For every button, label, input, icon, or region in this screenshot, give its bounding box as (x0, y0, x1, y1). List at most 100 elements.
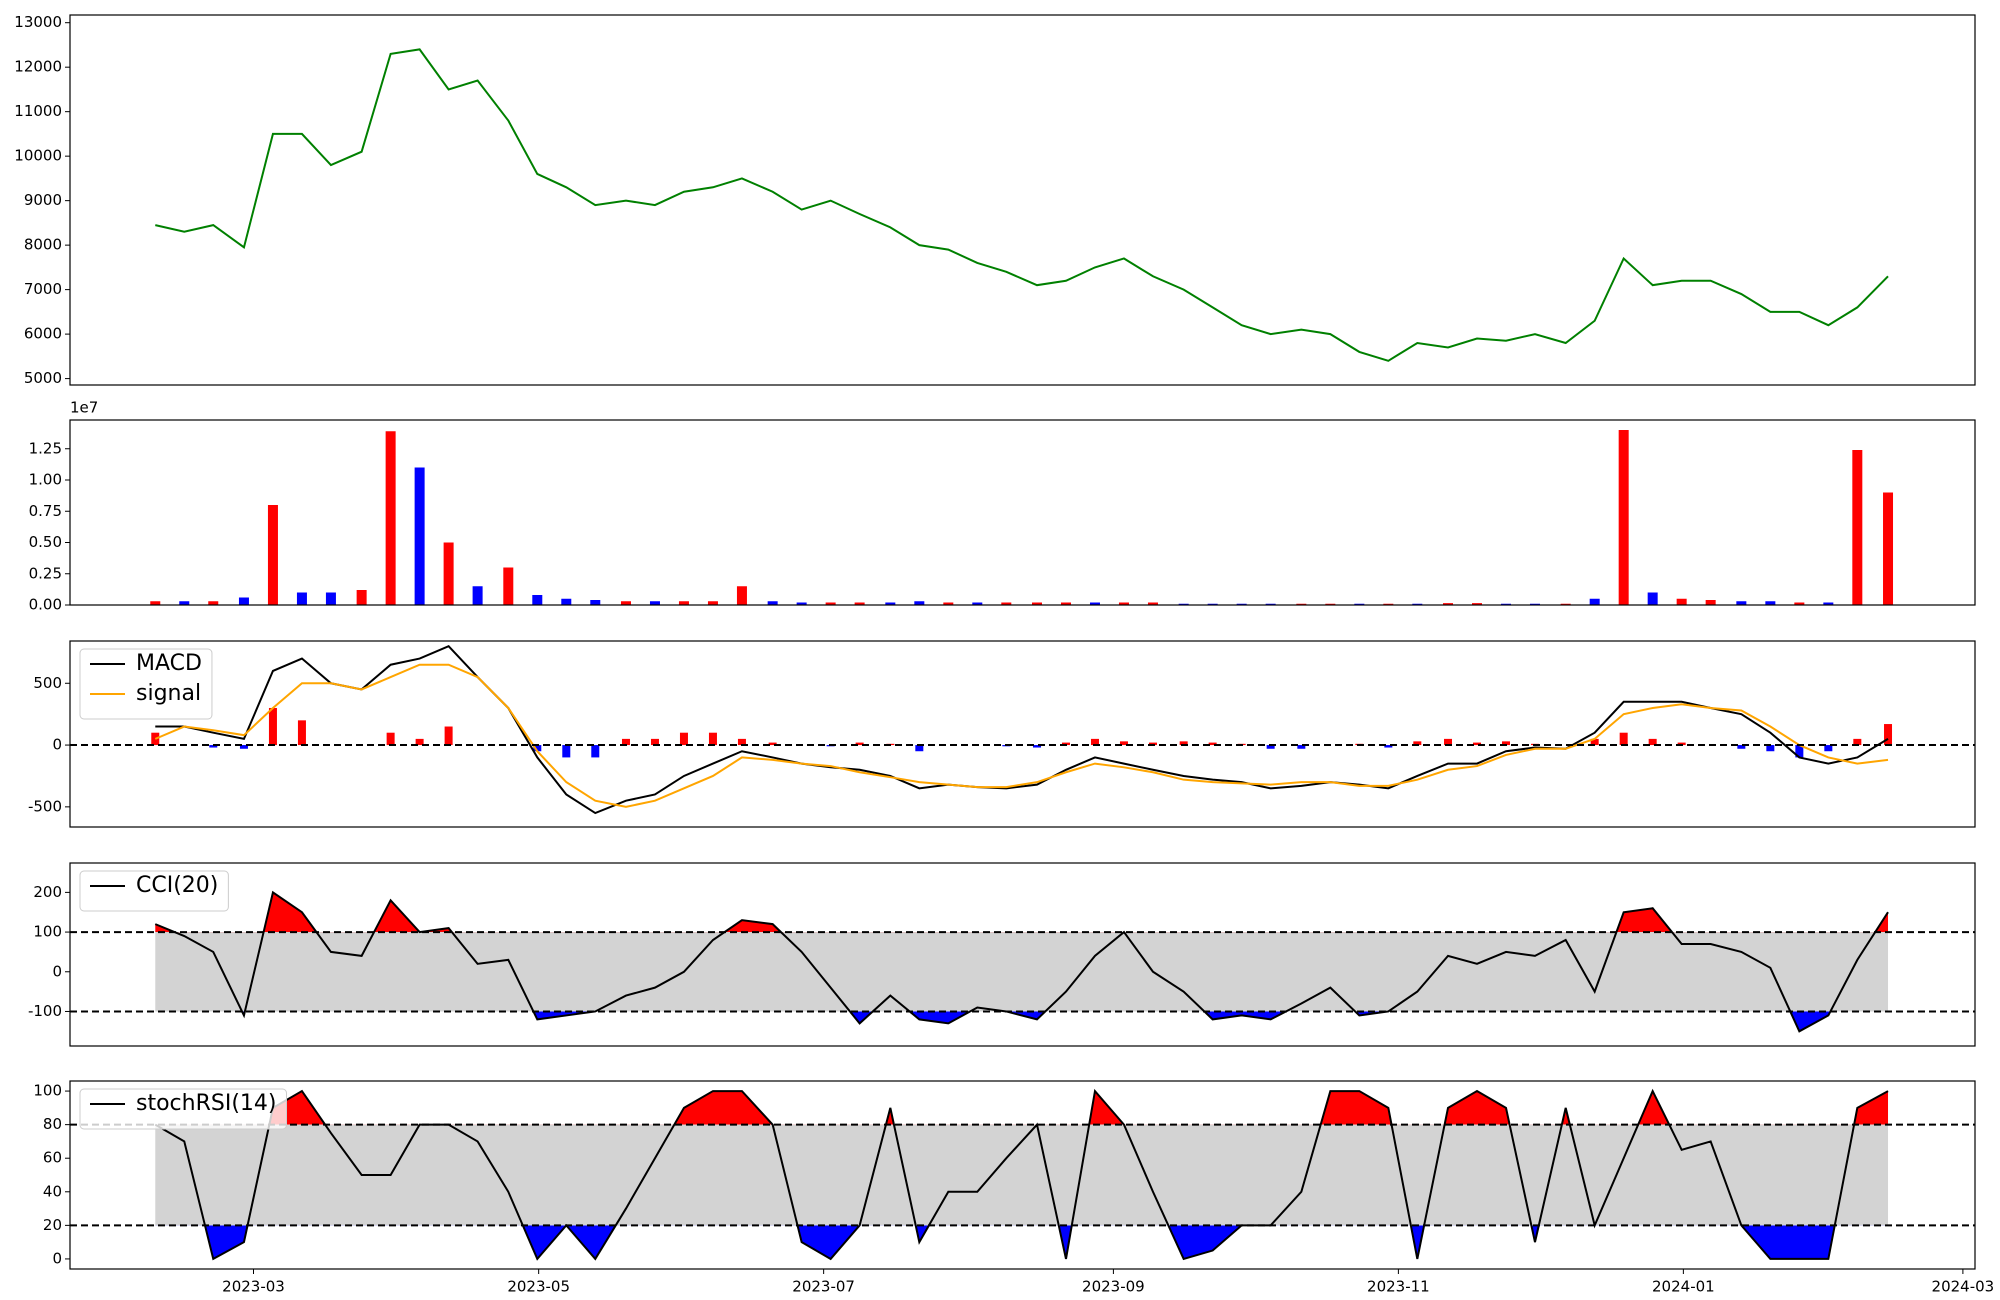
histogram-bar (268, 707, 277, 746)
bar (620, 601, 631, 605)
threshold-band (155, 932, 1889, 1012)
y-tick-label: 0 (52, 962, 62, 980)
y-tick-label: 60 (43, 1149, 62, 1167)
x-tick-label: 2024-01 (1652, 1278, 1715, 1296)
histogram-bar (1119, 741, 1128, 746)
bar (1500, 603, 1511, 605)
bar (1883, 492, 1894, 605)
histogram-bar (1795, 745, 1804, 758)
legend-box (79, 1088, 287, 1130)
y-tick-label: 80 (43, 1115, 62, 1133)
line (154, 663, 1889, 808)
y-tick-label: 100 (33, 1082, 62, 1100)
bar (1794, 602, 1805, 605)
y-tick-label: 20 (43, 1216, 62, 1234)
legend-label: signal (136, 681, 201, 706)
histogram-bar (1297, 745, 1306, 749)
histogram-bar (209, 745, 218, 748)
histogram-bar (562, 745, 571, 758)
y-tick-label: 1.00 (29, 471, 62, 489)
y-tick-label: 10000 (14, 147, 62, 165)
histogram-bar (1590, 738, 1599, 746)
bar (1823, 602, 1834, 605)
bar (590, 600, 601, 605)
bar (1589, 598, 1600, 605)
x-tick-label: 2023-09 (1082, 1278, 1145, 1296)
bar (1529, 603, 1540, 605)
bar (443, 542, 454, 605)
histogram-bar (1208, 742, 1217, 746)
histogram-bar (1824, 745, 1833, 752)
histogram-bar (1853, 738, 1862, 746)
bar (914, 601, 925, 605)
y-tick-label: 0 (52, 1249, 62, 1267)
y-tick-label: 8000 (24, 236, 62, 254)
y-tick-label: 1.25 (29, 439, 62, 457)
bar (1001, 602, 1012, 605)
x-tick-label: 2024-03 (1932, 1278, 1995, 1296)
histogram-bar (591, 745, 600, 758)
bar (1765, 601, 1776, 605)
plot-frame (69, 862, 1976, 1047)
y-tick-label: 500 (33, 674, 62, 692)
legend-box (79, 870, 229, 912)
histogram-bar (855, 742, 864, 746)
y-tick-label: -100 (28, 1002, 62, 1020)
histogram-bar (444, 726, 453, 746)
bar (1354, 603, 1365, 605)
bar (1118, 602, 1129, 605)
bar (1676, 598, 1687, 605)
legend: CCI(20) (79, 870, 229, 912)
histogram-bar (1384, 745, 1393, 748)
threshold-band (155, 1124, 1889, 1226)
threshold-fill (155, 1091, 1889, 1125)
histogram-bar (1473, 742, 1482, 746)
bar (503, 567, 514, 605)
line (155, 644, 1889, 815)
axis-offset-label: 1e7 (70, 399, 98, 417)
y-tick-label: 5000 (24, 369, 62, 387)
bar (1383, 603, 1394, 605)
y-tick-label: 0.50 (29, 533, 62, 551)
legend-box (79, 648, 213, 720)
bar (325, 592, 336, 605)
legend-label: MACD (136, 651, 202, 676)
bar (1736, 601, 1747, 605)
plot-frame (69, 1080, 1976, 1270)
bar (1705, 600, 1716, 605)
bar (767, 601, 778, 605)
y-tick-label: 7000 (24, 280, 62, 298)
histogram-bar (650, 738, 659, 746)
histogram-bar (1413, 741, 1422, 746)
bar (1560, 603, 1571, 605)
y-tick-label: 40 (43, 1182, 62, 1200)
bar (1147, 602, 1158, 605)
bar (825, 602, 836, 605)
bar (885, 602, 896, 605)
legend-label: stochRSI(14) (136, 1091, 277, 1116)
bar (356, 590, 367, 605)
bar (385, 431, 396, 605)
bar (208, 601, 219, 605)
bar (1178, 603, 1189, 605)
y-tick-label: 12000 (14, 58, 62, 76)
bar (1852, 450, 1863, 605)
y-tick-label: 0.00 (29, 596, 62, 614)
y-tick-label: 0.75 (29, 502, 62, 520)
histogram-bar (621, 738, 630, 746)
bar (943, 602, 954, 605)
histogram-bar (1884, 724, 1893, 746)
bar (796, 602, 807, 605)
bar (532, 595, 543, 605)
y-tick-label: 9000 (24, 191, 62, 209)
x-tick-label: 2023-11 (1367, 1278, 1430, 1296)
y-tick-label: 0 (52, 736, 62, 754)
histogram-bar (1501, 741, 1510, 746)
y-tick-label: 100 (33, 923, 62, 941)
x-tick-label: 2023-05 (507, 1278, 570, 1296)
threshold-fill (242, 1011, 1831, 1032)
histogram-bar (1032, 745, 1041, 748)
bar (561, 598, 572, 605)
histogram-bar (386, 732, 395, 746)
histogram-bar (1444, 738, 1453, 746)
